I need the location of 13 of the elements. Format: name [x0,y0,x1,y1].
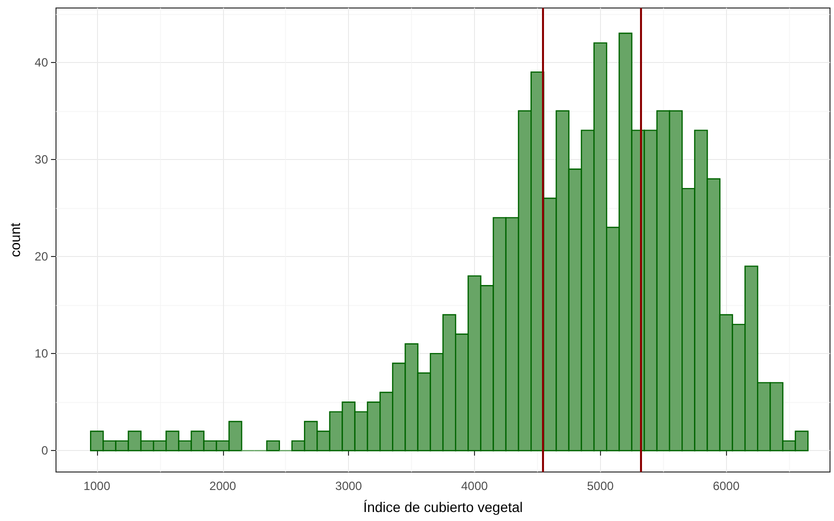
x-tick-label: 2000 [209,479,236,493]
x-tick-label: 6000 [712,479,740,493]
x-axis-title: Índice de cubierto vegetal [363,499,523,515]
y-tick-label: 10 [34,346,48,361]
x-tick-label: 1000 [84,479,111,493]
x-tick-label: 4000 [461,479,488,493]
y-tick-label: 40 [34,55,48,70]
y-tick-label: 0 [41,444,48,458]
y-axis-title: count [7,222,23,258]
y-tick-label: 20 [34,250,48,264]
y-tick-label: 30 [34,152,48,166]
x-tick-label: 3000 [335,479,362,493]
x-tick-label: 5000 [586,479,614,493]
